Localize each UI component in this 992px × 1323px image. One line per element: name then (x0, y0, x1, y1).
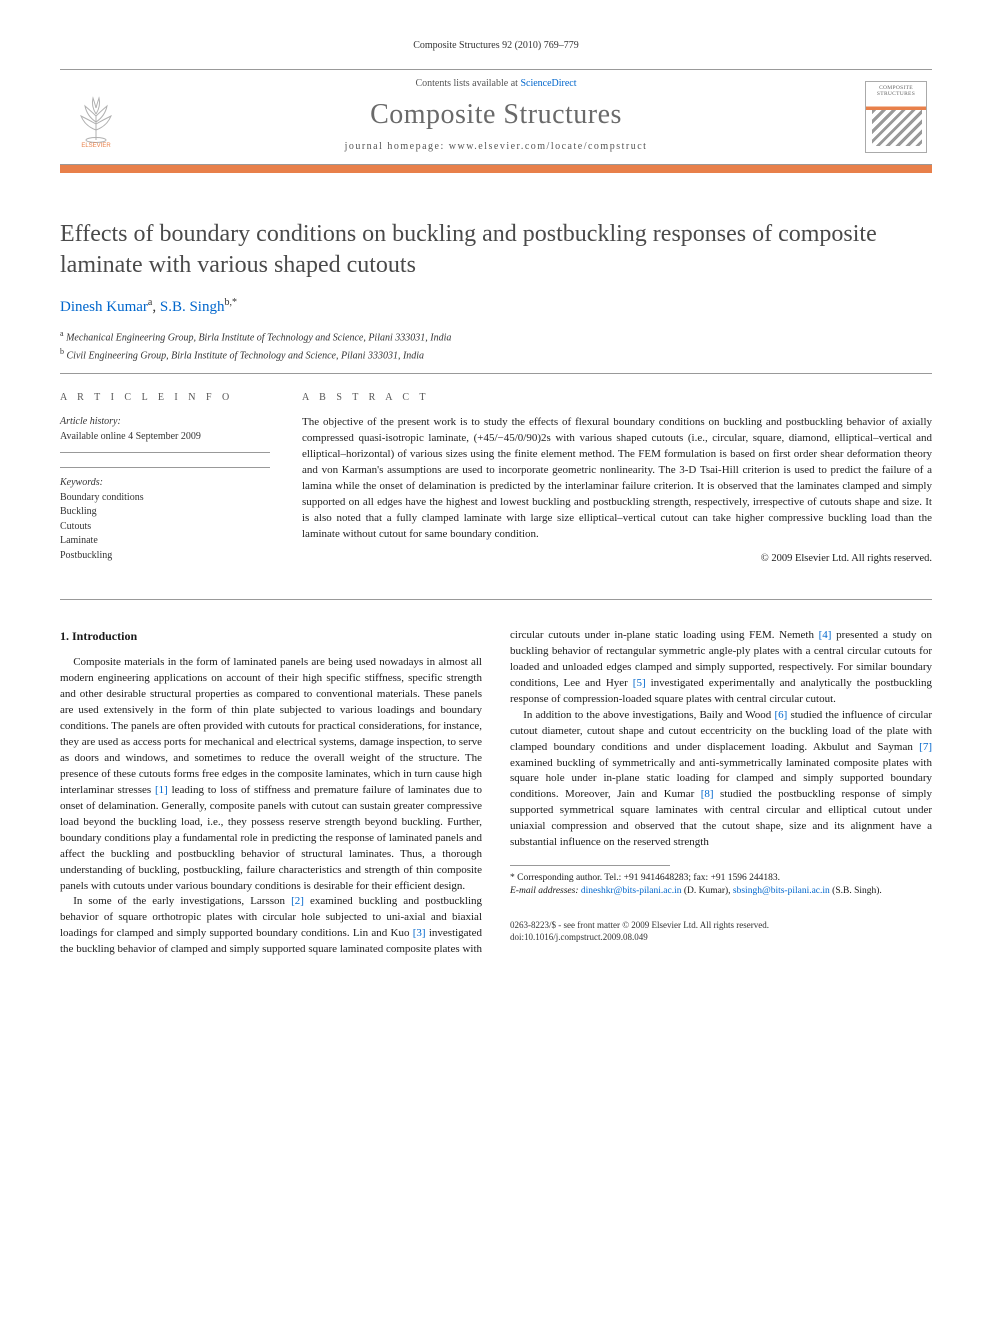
journal-cover-label: COMPOSITE STRUCTURES (866, 85, 926, 97)
affil-b-sup: b (60, 347, 64, 356)
ref-5-link[interactable]: [5] (633, 677, 646, 689)
sciencedirect-link[interactable]: ScienceDirect (520, 78, 576, 89)
article-info-head: A R T I C L E I N F O (60, 392, 270, 403)
journal-name: Composite Structures (132, 99, 860, 131)
author-2-link[interactable]: S.B. Singh (160, 299, 225, 315)
footer-block: 0263-8223/$ - see front matter © 2009 El… (510, 919, 932, 944)
p3-text-a: In addition to the above investigations,… (523, 709, 774, 721)
affil-a-text: Mechanical Engineering Group, Birla Inst… (66, 333, 451, 344)
footnotes: * Corresponding author. Tel.: +91 941464… (510, 872, 932, 899)
author-1-email-link[interactable]: dineshkr@bits-pilani.ac.in (581, 886, 682, 896)
history-text: Available online 4 September 2009 (60, 430, 270, 445)
ref-6-link[interactable]: [6] (774, 709, 787, 721)
doi-line: doi:10.1016/j.compstruct.2009.08.049 (510, 931, 932, 944)
affil-a-sup: a (60, 329, 64, 338)
ref-1-link[interactable]: [1] (155, 784, 168, 796)
keywords-block: Keywords: Boundary conditions Buckling C… (60, 467, 270, 563)
accent-bar (60, 165, 932, 173)
ref-7-link[interactable]: [7] (919, 741, 932, 753)
author-2-email-name: (S.B. Singh). (830, 886, 882, 896)
body-columns: 1. Introduction Composite materials in t… (60, 628, 932, 958)
keyword-item: Postbuckling (60, 549, 270, 564)
keyword-item: Boundary conditions (60, 491, 270, 506)
publisher-logo-slot: ELSEVIER (60, 86, 132, 148)
author-1-link[interactable]: Dinesh Kumar (60, 299, 148, 315)
author-1-email-name: (D. Kumar), (681, 886, 732, 896)
abstract-body: The objective of the present work is to … (302, 415, 932, 543)
homepage-line: journal homepage: www.elsevier.com/locat… (132, 141, 860, 152)
journal-cover-thumb: COMPOSITE STRUCTURES (865, 81, 927, 153)
author-2-email-link[interactable]: sbsingh@bits-pilani.ac.in (733, 886, 830, 896)
corresponding-author-note: * Corresponding author. Tel.: +91 941464… (510, 872, 932, 885)
contents-prefix: Contents lists available at (415, 78, 520, 89)
keywords-label: Keywords: (60, 476, 270, 491)
history-label: Article history: (60, 415, 270, 430)
p2-text-a: In some of the early investigations, Lar… (73, 895, 291, 907)
body-paragraph: In addition to the above investigations,… (510, 708, 932, 851)
elsevier-tree-icon: ELSEVIER (65, 86, 127, 148)
elsevier-wordmark: ELSEVIER (81, 143, 111, 148)
front-matter-line: 0263-8223/$ - see front matter © 2009 El… (510, 919, 932, 932)
homepage-prefix: journal homepage: (345, 141, 449, 152)
masthead: ELSEVIER Contents lists available at Sci… (60, 69, 932, 165)
affil-b-text: Civil Engineering Group, Birla Institute… (67, 350, 425, 361)
ref-3-link[interactable]: [3] (413, 927, 426, 939)
keyword-item: Cutouts (60, 520, 270, 535)
p1-text: Composite materials in the form of lamin… (60, 656, 482, 796)
affiliations: a Mechanical Engineering Group, Birla In… (60, 328, 932, 363)
divider-bottom (60, 599, 932, 600)
section-1-heading: 1. Introduction (60, 628, 482, 645)
keyword-item: Laminate (60, 534, 270, 549)
running-head: Composite Structures 92 (2010) 769–779 (60, 40, 932, 51)
ref-4-link[interactable]: [4] (819, 629, 832, 641)
abstract-column: A B S T R A C T The objective of the pre… (302, 392, 932, 577)
homepage-url: www.elsevier.com/locate/compstruct (449, 141, 648, 152)
author-1-affil-sup: a (148, 297, 152, 308)
p1-tail: leading to loss of stiffness and prematu… (60, 784, 482, 892)
email-label: E-mail addresses: (510, 886, 579, 896)
author-2-affil-sup: b,* (224, 297, 237, 308)
abstract-copyright: © 2009 Elsevier Ltd. All rights reserved… (302, 553, 932, 564)
footnote-separator (510, 865, 670, 866)
article-title: Effects of boundary conditions on buckli… (60, 219, 932, 281)
article-info-column: A R T I C L E I N F O Article history: A… (60, 392, 270, 577)
authors-line: Dinesh Kumara, S.B. Singhb,* (60, 297, 932, 316)
keyword-item: Buckling (60, 505, 270, 520)
ref-8-link[interactable]: [8] (701, 788, 714, 800)
body-paragraph: Composite materials in the form of lamin… (60, 655, 482, 894)
article-history-block: Article history: Available online 4 Sept… (60, 415, 270, 453)
ref-2-link[interactable]: [2] (291, 895, 304, 907)
contents-line: Contents lists available at ScienceDirec… (132, 78, 860, 89)
journal-cover-slot: COMPOSITE STRUCTURES (860, 81, 932, 153)
abstract-head: A B S T R A C T (302, 392, 932, 403)
